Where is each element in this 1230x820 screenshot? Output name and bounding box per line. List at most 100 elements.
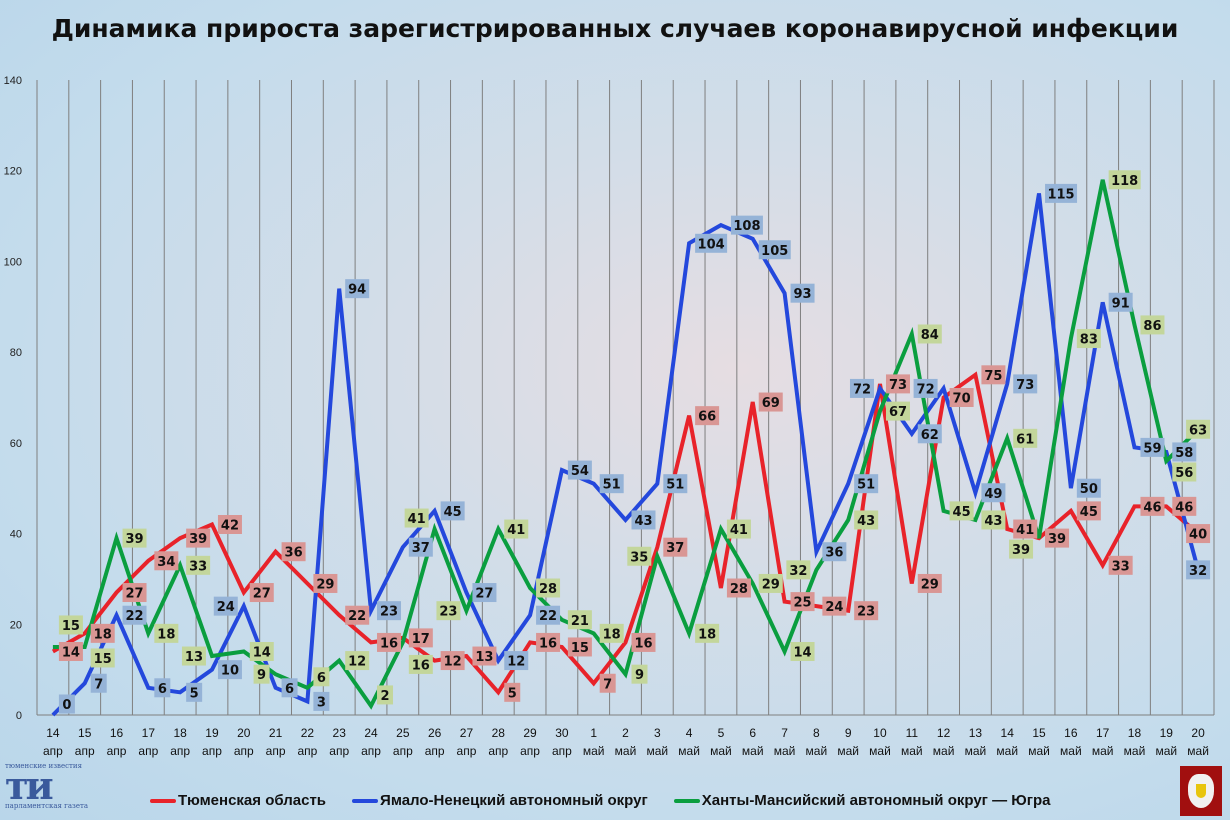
data-label-box	[1140, 496, 1165, 516]
data-label-box	[253, 664, 270, 684]
x-tick-label: май	[933, 744, 955, 758]
data-label-box	[313, 573, 338, 593]
data-label-box	[181, 646, 206, 666]
data-label: 29	[316, 577, 334, 592]
data-label-box	[1045, 183, 1078, 203]
x-tick-label: 14	[1001, 726, 1015, 740]
data-label: 6	[317, 671, 326, 686]
data-label: 29	[762, 577, 780, 592]
data-label-box	[122, 583, 147, 603]
x-tick-label: 20	[237, 726, 251, 740]
x-tick-label: май	[678, 744, 700, 758]
data-label: 37	[666, 541, 684, 556]
data-label-box	[536, 578, 561, 598]
data-label: 9	[635, 668, 644, 683]
data-label: 13	[185, 650, 203, 665]
data-label-box	[281, 678, 298, 698]
data-label-box	[949, 501, 974, 521]
data-label: 51	[603, 478, 621, 493]
data-label-box	[90, 648, 115, 668]
x-tick-label: май	[1187, 744, 1209, 758]
x-tick-label: май	[869, 744, 891, 758]
data-label-box	[885, 374, 910, 394]
data-label-box	[663, 537, 688, 557]
data-label: 54	[571, 464, 589, 479]
data-label: 115	[1047, 187, 1074, 202]
data-label-box	[440, 651, 465, 671]
data-label-box	[1186, 560, 1211, 580]
data-label: 18	[698, 627, 716, 642]
x-tick-label: 4	[686, 726, 693, 740]
data-label-box	[1076, 478, 1101, 498]
x-tick-label: 19	[205, 726, 219, 740]
data-label-box	[408, 628, 433, 648]
data-label-box	[154, 623, 179, 643]
data-label-box	[281, 542, 306, 562]
data-label-box	[408, 654, 433, 674]
data-label-box	[345, 651, 370, 671]
data-label-box	[504, 651, 529, 671]
x-tick-label: 3	[654, 726, 661, 740]
data-label: 23	[380, 605, 398, 620]
data-label-box	[58, 615, 83, 635]
data-label: 12	[444, 655, 462, 670]
x-tick-label: май	[806, 744, 828, 758]
data-label: 45	[953, 505, 971, 520]
data-label-box	[567, 460, 592, 480]
x-tick-label: апр	[329, 744, 349, 758]
data-label-box	[186, 555, 211, 575]
data-label-box	[1172, 442, 1197, 462]
data-label-box	[567, 610, 592, 630]
data-label: 15	[94, 652, 112, 667]
data-label: 51	[857, 478, 875, 493]
x-tick-label: май	[1124, 744, 1146, 758]
data-label-box	[854, 601, 879, 621]
data-label: 28	[730, 582, 748, 597]
data-label-box	[1108, 292, 1133, 312]
data-label: 33	[189, 559, 207, 574]
data-label: 84	[921, 328, 939, 343]
data-label-box	[695, 623, 720, 643]
data-label-box	[786, 560, 811, 580]
data-label-box	[440, 501, 465, 521]
data-label-box	[981, 483, 1006, 503]
data-label: 27	[253, 587, 271, 602]
data-label-box	[981, 510, 1006, 530]
data-label-box	[917, 324, 942, 344]
data-label-box	[1045, 528, 1070, 548]
newspaper-logo: тюменские известия ти парламентская газе…	[5, 762, 88, 812]
x-tick-label: 23	[333, 726, 347, 740]
y-tick-label: 60	[10, 438, 22, 450]
data-label-box	[536, 605, 561, 625]
x-tick-label: апр	[202, 744, 222, 758]
x-tick-label: май	[1092, 744, 1114, 758]
data-label: 27	[125, 587, 143, 602]
x-tick-label: апр	[266, 744, 286, 758]
x-tick-label: апр	[170, 744, 190, 758]
data-label: 83	[1080, 333, 1098, 348]
x-tick-label: май	[965, 744, 987, 758]
x-tick-label: 8	[813, 726, 820, 740]
x-tick-label: 20	[1191, 726, 1205, 740]
series-line-0	[51, 371, 1200, 696]
data-label-box	[408, 537, 433, 557]
data-label: 39	[125, 532, 143, 547]
x-tick-label: май	[710, 744, 732, 758]
data-label: 46	[1143, 500, 1161, 515]
data-label: 41	[408, 512, 426, 527]
data-label: 6	[158, 682, 167, 697]
x-tick-label: 24	[364, 726, 378, 740]
x-tick-label: май	[615, 744, 637, 758]
x-tick-label: 1	[590, 726, 597, 740]
x-tick-label: май	[837, 744, 859, 758]
x-tick-label: май	[1060, 744, 1082, 758]
x-tick-label: апр	[393, 744, 413, 758]
data-label: 36	[285, 546, 303, 561]
data-label-box	[885, 401, 910, 421]
data-label: 16	[539, 636, 557, 651]
data-label: 32	[789, 564, 807, 579]
data-label: 37	[412, 541, 430, 556]
data-label: 23	[857, 605, 875, 620]
data-label: 17	[412, 632, 430, 647]
